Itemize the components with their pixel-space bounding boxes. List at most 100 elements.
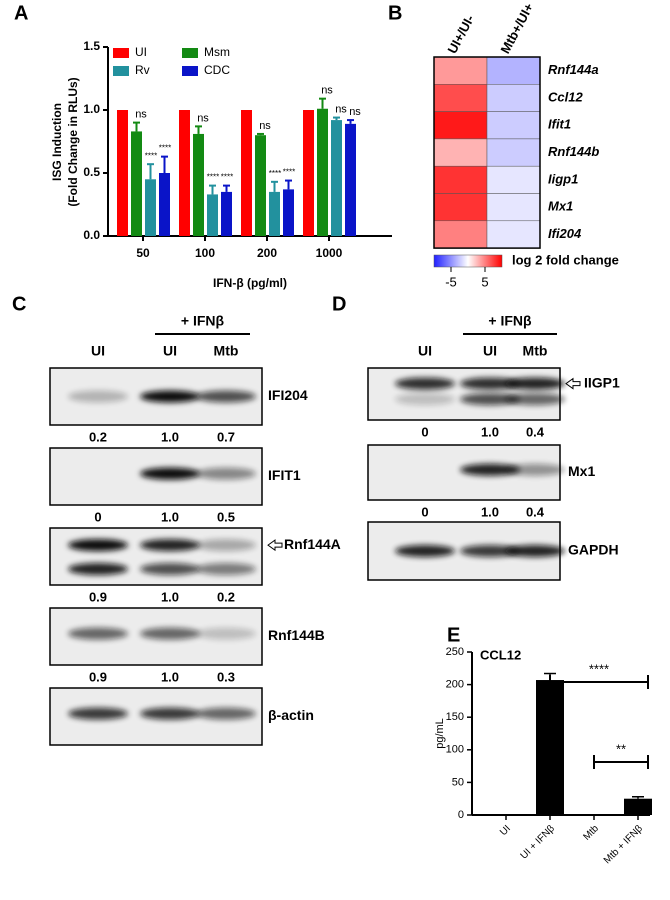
bar	[207, 194, 218, 236]
panel-label: C	[12, 293, 26, 315]
column-label: Mtb+/UI+	[497, 0, 536, 56]
colorbar	[433, 254, 503, 268]
quantification: 0.9	[89, 589, 107, 604]
blot-band	[196, 467, 256, 480]
x-tick-label: UI	[498, 823, 513, 838]
blot-band	[140, 390, 200, 403]
significance-bracket	[549, 675, 649, 689]
blot-band	[68, 539, 128, 552]
blot-frame	[49, 687, 263, 746]
blot-background	[50, 528, 262, 585]
protein-label: GAPDH	[568, 542, 619, 558]
colorbar-tick-label: -5	[445, 274, 457, 289]
colorbar-label: log 2 fold change	[512, 252, 619, 267]
blot-band	[505, 377, 565, 390]
quantification: 0.2	[89, 429, 107, 444]
y-tick-label: 250	[446, 646, 464, 658]
blot-band	[395, 377, 455, 390]
quantification: 0.2	[217, 589, 235, 604]
panel-label: A	[14, 2, 28, 24]
quantification: 1.0	[161, 669, 179, 684]
significance-label: ****	[159, 144, 171, 153]
y-tick-label: 1.0	[83, 102, 100, 116]
heatmap-cell	[433, 84, 488, 112]
legend-label: UI	[135, 45, 147, 59]
significance-label: ns	[349, 106, 361, 118]
blot-frame	[367, 521, 561, 581]
significance-label: **	[616, 741, 626, 756]
blot-band	[196, 627, 256, 640]
blot-band	[460, 393, 520, 406]
protein-label: IIGP1	[584, 374, 620, 390]
bar	[179, 110, 190, 236]
arrow-icon	[267, 539, 283, 552]
protein-label: IFI204	[268, 387, 308, 403]
legend-swatch	[182, 48, 198, 58]
row-label: Ccl12	[548, 89, 583, 104]
significance-label: ns	[321, 85, 333, 97]
arrow-icon	[565, 377, 581, 390]
bar	[331, 120, 342, 236]
blot-band	[395, 393, 455, 406]
x-tick-label: Mtb	[581, 823, 601, 843]
bar	[283, 189, 294, 236]
bar	[193, 133, 204, 236]
protein-label: Rnf144B	[268, 627, 325, 643]
bar	[241, 110, 252, 236]
blot-band	[196, 707, 256, 720]
blot-band	[505, 393, 565, 406]
colorbar-tick-label: 5	[481, 274, 488, 289]
bar	[536, 680, 564, 815]
blot-band	[140, 539, 200, 552]
blot-frame	[49, 607, 263, 666]
x-tick-label: 200	[257, 246, 277, 260]
bar	[317, 108, 328, 236]
quantification: 0.4	[526, 504, 545, 519]
row-label: Rnf144a	[548, 62, 599, 77]
blot-band	[460, 463, 520, 476]
bar	[117, 110, 128, 236]
lane-label: UI	[418, 343, 432, 359]
quantification: 1.0	[161, 429, 179, 444]
y-tick-label: 0	[458, 809, 464, 821]
blot-band	[505, 463, 565, 476]
significance-label: ns	[197, 112, 209, 124]
protein-label: β-actin	[268, 707, 314, 723]
quantification: 0.4	[526, 424, 545, 439]
heatmap-cell	[486, 220, 541, 249]
y-tick-label: 1.5	[83, 39, 100, 53]
significance-label: ****	[589, 661, 609, 676]
lane-label: UI	[163, 343, 177, 359]
lane-label: UI	[91, 343, 105, 359]
blot-band	[140, 467, 200, 480]
heatmap-cell	[433, 165, 488, 194]
row-label: Rnf144b	[548, 144, 599, 159]
blot-band	[140, 563, 200, 576]
legend-swatch	[113, 66, 129, 76]
y-tick-label: 0.0	[83, 228, 100, 242]
blot-band	[68, 627, 128, 640]
blot-frame	[49, 447, 263, 506]
blot-frame	[49, 527, 263, 586]
y-axis-label: pg/mL	[434, 718, 446, 749]
significance-label: ns	[335, 103, 347, 115]
chart-title: CCL12	[480, 647, 521, 662]
lane-label: Mtb	[214, 343, 239, 359]
blot-band	[395, 545, 455, 557]
y-tick-label: 100	[446, 744, 464, 756]
quantification: 1.0	[481, 504, 499, 519]
bar	[221, 191, 232, 236]
significance-label: ****	[221, 173, 233, 182]
blot-band	[140, 707, 200, 720]
blot-band	[505, 545, 565, 557]
blot-frame	[367, 367, 561, 421]
heatmap-cell	[486, 193, 541, 222]
quantification: 0.7	[217, 429, 235, 444]
blot-band	[460, 377, 520, 390]
heatmap-cell	[433, 220, 488, 249]
blot-frame	[367, 444, 561, 501]
y-tick-label: 150	[446, 711, 464, 723]
row-label: Mx1	[548, 199, 573, 214]
legend-label: Rv	[135, 63, 150, 77]
